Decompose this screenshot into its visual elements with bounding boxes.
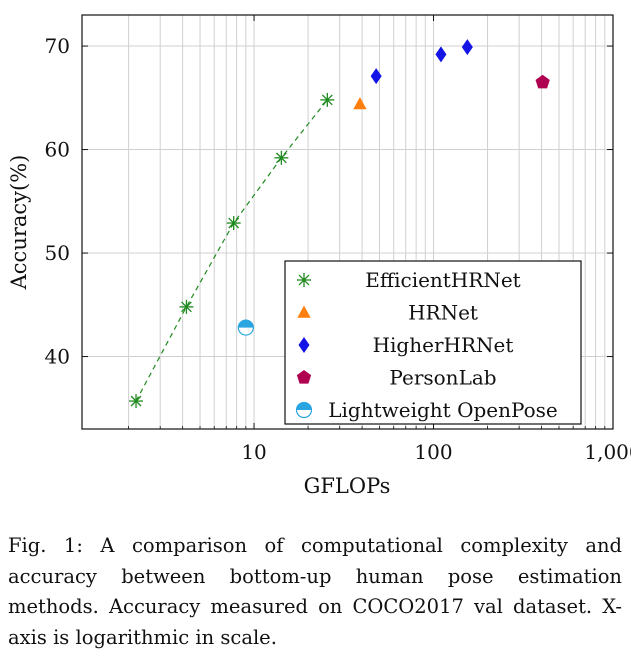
legend-marker [296, 370, 312, 384]
data-series [129, 39, 550, 409]
data-point [320, 92, 335, 107]
legend-entry: HRNet [297, 301, 478, 325]
legend-marker [297, 273, 311, 287]
legend-marker [297, 305, 311, 318]
series-hrnet [353, 97, 367, 110]
y-axis-ticks: 40 50 60 70 [45, 34, 613, 369]
plot-frame [81, 14, 614, 430]
series-line [135, 99, 328, 402]
legend-entry: PersonLab [296, 366, 497, 390]
half-circle-fill [296, 402, 312, 410]
asterisk-stroke [181, 301, 192, 313]
data-point [461, 39, 473, 56]
series-higherhrnet [370, 39, 473, 85]
legend-marker [295, 401, 313, 419]
y-tick-label: 40 [45, 345, 70, 369]
half-circle-fill [238, 320, 254, 328]
y-axis-label: Accuracy(%) [7, 155, 31, 291]
asterisk-stroke [298, 274, 310, 286]
x-tick-label: 10 [241, 440, 266, 464]
accuracy-vs-gflops-chart: 10 100 1,000 40 50 60 70 GFLOPs Accuracy(%) E… [7, 14, 631, 498]
legend-label: HigherHRNet [373, 333, 514, 357]
legend-entry: HigherHRNet [298, 333, 514, 357]
data-point [226, 216, 241, 231]
series-personlab [535, 74, 550, 89]
data-point [353, 97, 367, 110]
x-tick-label: 1,000 [584, 440, 631, 464]
legend-label: Lightweight OpenPose [328, 398, 558, 422]
legend-label: PersonLab [389, 366, 496, 390]
x-tick-label: 100 [414, 440, 452, 464]
data-point [435, 46, 447, 63]
x-axis-label: GFLOPs [304, 474, 391, 498]
asterisk-stroke [228, 217, 240, 229]
data-point [370, 68, 382, 85]
asterisk-stroke [130, 395, 142, 407]
data-point [129, 394, 144, 409]
data-point [274, 150, 289, 165]
legend-entry: Lightweight OpenPose [295, 398, 558, 422]
legend-label: EfficientHRNet [365, 268, 520, 292]
asterisk-stroke [321, 94, 333, 106]
y-tick-label: 60 [45, 138, 70, 162]
data-point [535, 74, 550, 89]
legend-entry: EfficientHRNet [297, 268, 521, 292]
y-tick-label: 70 [45, 34, 70, 58]
figure-caption: Fig. 1: A comparison of computational co… [8, 534, 622, 649]
series-efficienthrnet [129, 92, 335, 409]
legend-box [284, 260, 582, 425]
x-axis-ticks: 10 100 1,000 [128, 15, 631, 464]
legend-label: HRNet [408, 301, 478, 325]
series-lightweight-openpose [237, 319, 254, 336]
legend-marker [298, 337, 310, 353]
data-point [237, 319, 254, 336]
data-point [179, 299, 194, 314]
legend: EfficientHRNet HRNet HigherHRNet PersonLab L… [284, 260, 582, 425]
asterisk-stroke [275, 152, 287, 164]
y-tick-label: 50 [45, 241, 70, 265]
